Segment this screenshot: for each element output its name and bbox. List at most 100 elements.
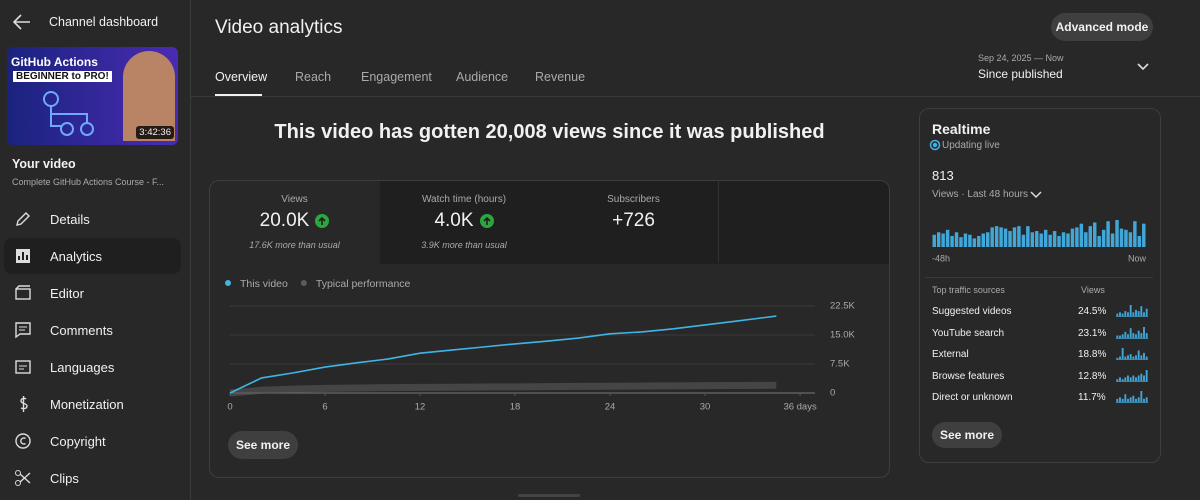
bar — [1017, 226, 1021, 247]
bar — [1097, 235, 1101, 247]
nav-label: Editor — [50, 285, 84, 301]
legend-label[interactable]: This video — [240, 278, 288, 290]
spark-bar — [1135, 376, 1137, 381]
sparkline — [1116, 391, 1148, 403]
sidebar: Channel dashboard GitHub Actions BEGINNE… — [0, 0, 191, 500]
nav-label: Monetization — [50, 396, 124, 412]
see-more-button[interactable]: See more — [228, 431, 298, 459]
advanced-mode-button[interactable]: Advanced mode — [1051, 13, 1153, 41]
spark-bar — [1121, 398, 1124, 402]
spark-bar — [1135, 309, 1137, 316]
spark-bar — [1119, 397, 1121, 402]
sparkline — [1116, 305, 1148, 317]
spark-bar — [1132, 375, 1135, 381]
your-video: Your video — [12, 157, 76, 171]
back-arrow[interactable] — [12, 13, 32, 31]
realtime-label[interactable]: Views · Last 48 hours — [932, 189, 1028, 200]
spark-bar — [1129, 376, 1132, 381]
spark-bar — [1132, 356, 1135, 359]
date-label[interactable]: Since published — [978, 67, 1063, 81]
nav-item[interactable]: Clips — [4, 460, 181, 496]
spark-bar — [1143, 375, 1145, 381]
traffic-name: External — [932, 349, 969, 360]
nav-item[interactable]: Monetization — [4, 386, 181, 422]
spark-bar — [1140, 306, 1143, 316]
up-icon — [479, 214, 494, 228]
realtime-total: 813 — [932, 168, 954, 183]
bar — [963, 233, 968, 247]
nav-item[interactable]: Comments — [4, 312, 181, 348]
bar — [1101, 229, 1106, 247]
overview-card — [209, 180, 890, 478]
bar — [1128, 232, 1133, 247]
nav-label: Languages — [50, 359, 115, 375]
realtime-dropdown[interactable] — [1030, 190, 1042, 199]
spark-bar — [1140, 391, 1143, 402]
nav-item[interactable]: Details — [4, 201, 181, 237]
bar — [981, 233, 985, 247]
tab[interactable]: Overview — [215, 70, 268, 84]
spark-bar — [1119, 335, 1121, 338]
bar — [1142, 223, 1146, 247]
spark-bar — [1127, 398, 1129, 402]
traffic-share: 23.1% — [1078, 327, 1107, 339]
bar — [932, 234, 936, 247]
metric-watch-time[interactable]: Watch time (hours) 4.0K 3.9K more than u… — [380, 181, 548, 263]
spark-bar — [1121, 333, 1124, 338]
spark-bar — [1129, 327, 1132, 338]
metric-subscribers[interactable]: Subscribers +726 — [549, 181, 719, 263]
spark-bar — [1121, 348, 1124, 359]
bar — [1133, 221, 1137, 247]
x-tick-label: Now — [1128, 253, 1147, 263]
nav-item[interactable]: Analytics — [4, 238, 181, 274]
metric-views[interactable]: Views 20.0K 17.6K more than usual — [210, 181, 379, 263]
series-line — [229, 381, 777, 397]
bar — [1021, 234, 1026, 247]
spark-bar — [1119, 376, 1121, 381]
bar — [1093, 222, 1097, 247]
bar — [1008, 231, 1012, 247]
spark-bar — [1132, 312, 1135, 316]
spark-bar — [1135, 398, 1137, 402]
bar — [936, 232, 941, 247]
bar — [941, 233, 945, 247]
nav-item[interactable]: Copyright — [4, 423, 181, 459]
thumbnail-icon — [43, 91, 94, 136]
legend-label[interactable]: Typical performance — [316, 278, 411, 290]
spark-bar — [1116, 357, 1119, 359]
spark-bar — [1143, 312, 1145, 316]
thumbnail[interactable]: GitHub Actions BEGINNER to PRO! 3:42:36 — [7, 47, 178, 145]
x-tick-label: 36 days — [783, 402, 817, 413]
bar — [1119, 228, 1124, 247]
bar — [1048, 234, 1052, 247]
metric-value: 20.0K — [259, 210, 310, 231]
nav-item[interactable]: Languages — [4, 349, 181, 385]
nav-item[interactable]: Editor — [4, 275, 181, 311]
realtime-card — [919, 108, 1161, 463]
spark-bar — [1145, 332, 1148, 338]
spark-bar — [1116, 313, 1119, 316]
bar — [1115, 220, 1119, 247]
metric-label: Views — [281, 194, 308, 205]
tab[interactable]: Audience — [456, 70, 509, 84]
tab[interactable]: Engagement — [361, 70, 432, 84]
spark-bar — [1132, 332, 1135, 338]
tab[interactable]: Reach — [295, 70, 332, 84]
y-tick-label: 0 — [830, 388, 835, 399]
traffic-title: Top traffic sources — [932, 285, 1005, 295]
traffic-row: YouTube search 23.1% — [932, 326, 1148, 342]
spark-bar — [1145, 308, 1148, 316]
traffic-row: Direct or unknown 11.7% — [932, 391, 1148, 406]
nav-icon — [15, 360, 31, 374]
metric-value: 4.0K — [434, 210, 474, 231]
date-dropdown[interactable] — [1136, 62, 1150, 72]
realtime-subtitle: Updating live — [942, 140, 1000, 151]
spark-bar — [1124, 311, 1127, 316]
spark-bar — [1129, 305, 1132, 316]
x-tick-label: 18 — [510, 402, 521, 413]
x-tick-label: 12 — [415, 402, 426, 413]
bar — [1035, 231, 1039, 247]
traffic-row: Browse features 12.8% — [932, 369, 1148, 385]
realtime-see-more[interactable]: See more — [932, 422, 1002, 448]
tab[interactable]: Revenue — [535, 70, 586, 84]
